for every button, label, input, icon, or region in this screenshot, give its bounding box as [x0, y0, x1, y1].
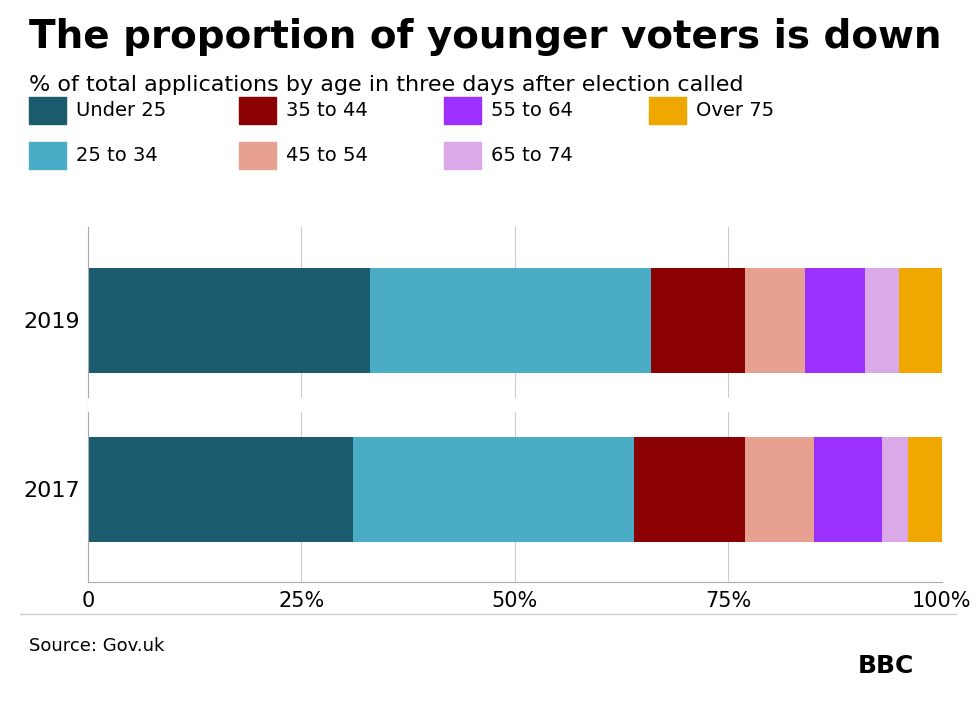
Text: 55 to 64: 55 to 64 — [491, 102, 573, 120]
Text: Under 25: Under 25 — [76, 102, 166, 120]
Bar — [88, 268, 370, 373]
Bar — [882, 437, 908, 542]
Text: The proportion of younger voters is down: The proportion of younger voters is down — [29, 18, 942, 56]
Text: Over 75: Over 75 — [696, 102, 774, 120]
Text: BBC: BBC — [858, 654, 914, 677]
Bar — [352, 437, 634, 542]
Bar — [370, 268, 652, 373]
Bar — [746, 268, 805, 373]
Bar — [805, 268, 865, 373]
Bar — [908, 437, 942, 542]
Bar — [899, 268, 942, 373]
Bar — [746, 437, 814, 542]
Bar — [634, 437, 746, 542]
Text: 35 to 44: 35 to 44 — [286, 102, 368, 120]
Text: Source: Gov.uk: Source: Gov.uk — [29, 637, 165, 655]
Bar — [88, 437, 352, 542]
Text: % of total applications by age in three days after election called: % of total applications by age in three … — [29, 75, 744, 94]
Text: 65 to 74: 65 to 74 — [491, 146, 573, 165]
Bar — [652, 268, 746, 373]
Text: 45 to 54: 45 to 54 — [286, 146, 368, 165]
Text: 25 to 34: 25 to 34 — [76, 146, 158, 165]
Bar — [865, 268, 899, 373]
Bar — [814, 437, 882, 542]
